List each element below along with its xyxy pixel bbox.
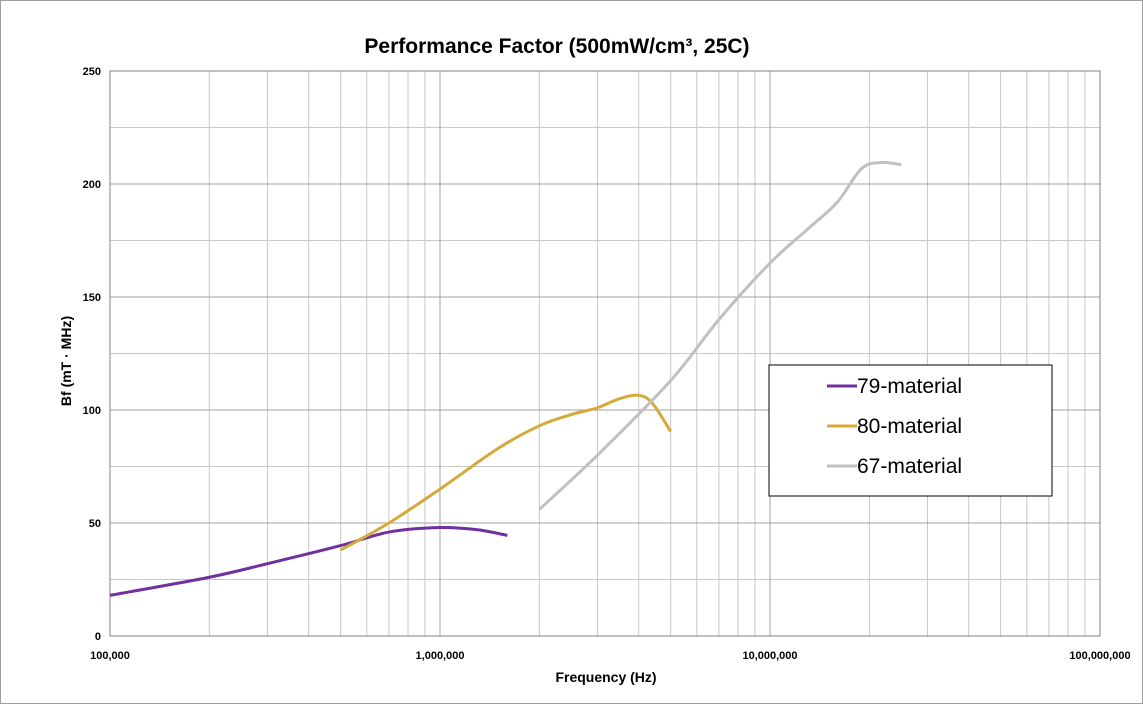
y-tick-label: 150 (83, 292, 101, 304)
y-tick-label: 100 (83, 405, 101, 417)
series-lines (109, 160, 902, 597)
plot-area-border (109, 70, 1101, 637)
minor-gridlines (110, 71, 1100, 636)
legend-label-79-material: 79-material (857, 375, 962, 398)
x-tick-label: 10,000,000 (742, 650, 797, 662)
y-axis-tick-labels: 0 50 100 150 200 250 (83, 66, 101, 643)
y-axis-title: Bf (mT · MHz) (58, 316, 74, 406)
series-line-80-material (339, 393, 672, 552)
x-axis-title: Frequency (Hz) (555, 669, 656, 685)
chart-title: Performance Factor (500mW/cm³, 25C) (364, 35, 749, 58)
x-tick-label: 100,000,000 (1069, 650, 1130, 662)
y-tick-label: 0 (95, 631, 101, 643)
y-tick-label: 50 (89, 518, 101, 530)
y-tick-label: 200 (83, 179, 101, 191)
legend-label-67-material: 67-material (857, 455, 962, 478)
series-line-67-material (538, 160, 902, 511)
x-tick-label: 100,000 (90, 650, 130, 662)
x-tick-label: 1,000,000 (416, 650, 465, 662)
legend-box (768, 364, 1053, 497)
legend: 79-material 80-material 67-material (768, 364, 1053, 497)
x-axis-tick-labels: 100,000 1,000,000 10,000,000 100,000,000 (90, 650, 1130, 662)
y-tick-label: 250 (83, 66, 101, 78)
legend-label-80-material: 80-material (857, 415, 962, 438)
